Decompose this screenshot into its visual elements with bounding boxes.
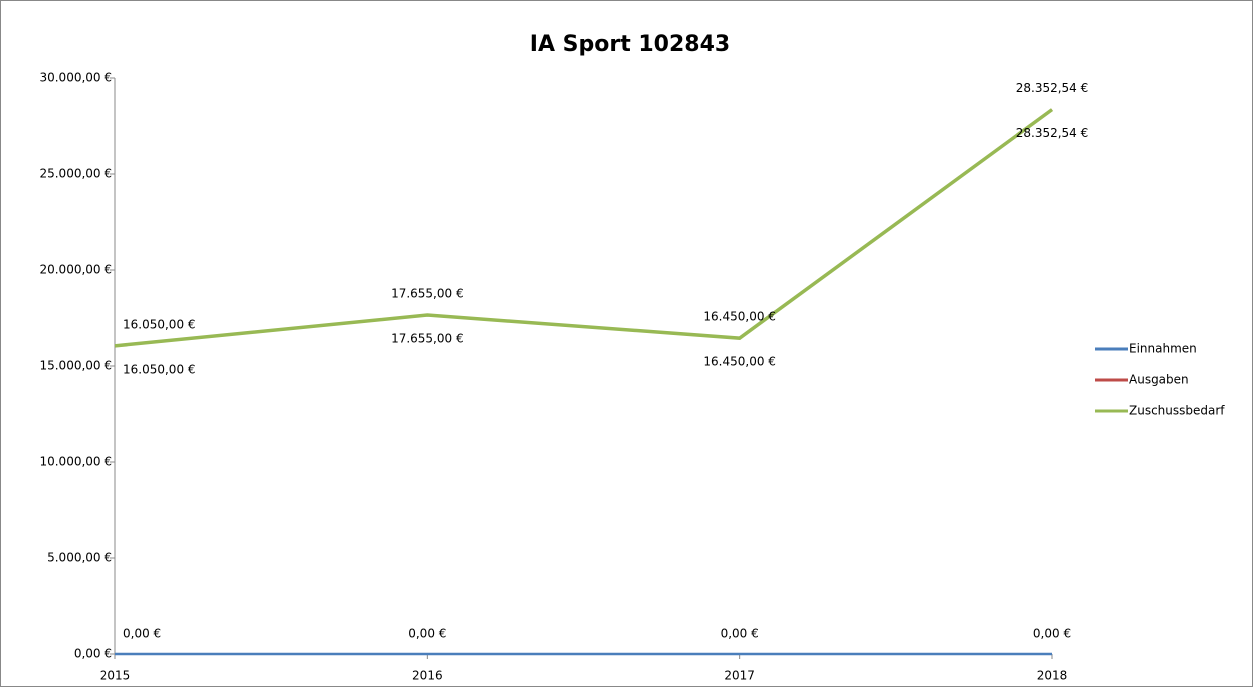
data-label: 28.352,54 € [1016, 126, 1089, 140]
y-tick-label: 0,00 € [74, 647, 112, 661]
chart-title: IA Sport 102843 [530, 32, 730, 57]
legend-label: Zuschussbedarf [1129, 404, 1225, 418]
y-tick-label: 25.000,00 € [39, 167, 112, 181]
data-label: 17.655,00 € [391, 332, 464, 346]
y-tick-label: 15.000,00 € [39, 359, 112, 373]
data-label: 16.450,00 € [703, 310, 776, 324]
y-tick-label: 10.000,00 € [39, 455, 112, 469]
data-label: 28.352,54 € [1016, 81, 1089, 95]
y-tick-label: 30.000,00 € [39, 71, 112, 85]
x-tick-label: 2017 [724, 669, 755, 683]
x-tick-label: 2016 [412, 669, 443, 683]
x-tick-label: 2018 [1037, 669, 1068, 683]
data-label: 0,00 € [721, 627, 759, 641]
y-tick-label: 20.000,00 € [39, 263, 112, 277]
data-label: 0,00 € [123, 627, 161, 641]
data-label: 17.655,00 € [391, 287, 464, 301]
legend-label: Einnahmen [1129, 342, 1197, 356]
data-label: 16.050,00 € [123, 362, 196, 376]
data-label: 16.450,00 € [703, 355, 776, 369]
series-line [114, 108, 1054, 348]
x-tick-label: 2015 [100, 669, 131, 683]
data-label: 0,00 € [1033, 627, 1071, 641]
y-tick-label: 5.000,00 € [47, 551, 112, 565]
data-label: 16.050,00 € [123, 317, 196, 331]
legend-label: Ausgaben [1129, 373, 1189, 387]
data-label: 0,00 € [408, 627, 446, 641]
